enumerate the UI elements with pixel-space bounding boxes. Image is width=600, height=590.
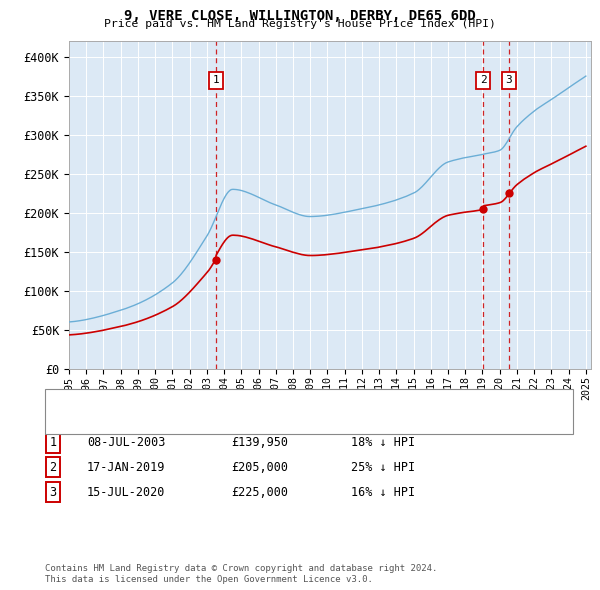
Text: 18% ↓ HPI: 18% ↓ HPI bbox=[351, 436, 415, 449]
Text: 08-JUL-2003: 08-JUL-2003 bbox=[87, 436, 166, 449]
Text: £205,000: £205,000 bbox=[231, 461, 288, 474]
Text: 3: 3 bbox=[49, 486, 56, 499]
Text: 17-JAN-2019: 17-JAN-2019 bbox=[87, 461, 166, 474]
Text: 9, VERE CLOSE, WILLINGTON, DERBY, DE65 6DD: 9, VERE CLOSE, WILLINGTON, DERBY, DE65 6… bbox=[124, 9, 476, 23]
Text: Price paid vs. HM Land Registry's House Price Index (HPI): Price paid vs. HM Land Registry's House … bbox=[104, 19, 496, 30]
Text: This data is licensed under the Open Government Licence v3.0.: This data is licensed under the Open Gov… bbox=[45, 575, 373, 584]
Text: £139,950: £139,950 bbox=[231, 436, 288, 449]
Text: HPI: Average price, detached house, South Derbyshire: HPI: Average price, detached house, Sout… bbox=[111, 417, 436, 427]
Text: 1: 1 bbox=[212, 76, 219, 86]
Text: £225,000: £225,000 bbox=[231, 486, 288, 499]
Text: 16% ↓ HPI: 16% ↓ HPI bbox=[351, 486, 415, 499]
Text: Contains HM Land Registry data © Crown copyright and database right 2024.: Contains HM Land Registry data © Crown c… bbox=[45, 564, 437, 573]
Text: 25% ↓ HPI: 25% ↓ HPI bbox=[351, 461, 415, 474]
Text: 2: 2 bbox=[480, 76, 487, 86]
Text: 1: 1 bbox=[49, 436, 56, 449]
Text: 2: 2 bbox=[49, 461, 56, 474]
Text: 9, VERE CLOSE, WILLINGTON, DERBY, DE65 6DD (detached house): 9, VERE CLOSE, WILLINGTON, DERBY, DE65 6… bbox=[111, 396, 480, 407]
Text: 15-JUL-2020: 15-JUL-2020 bbox=[87, 486, 166, 499]
Text: 3: 3 bbox=[506, 76, 512, 86]
